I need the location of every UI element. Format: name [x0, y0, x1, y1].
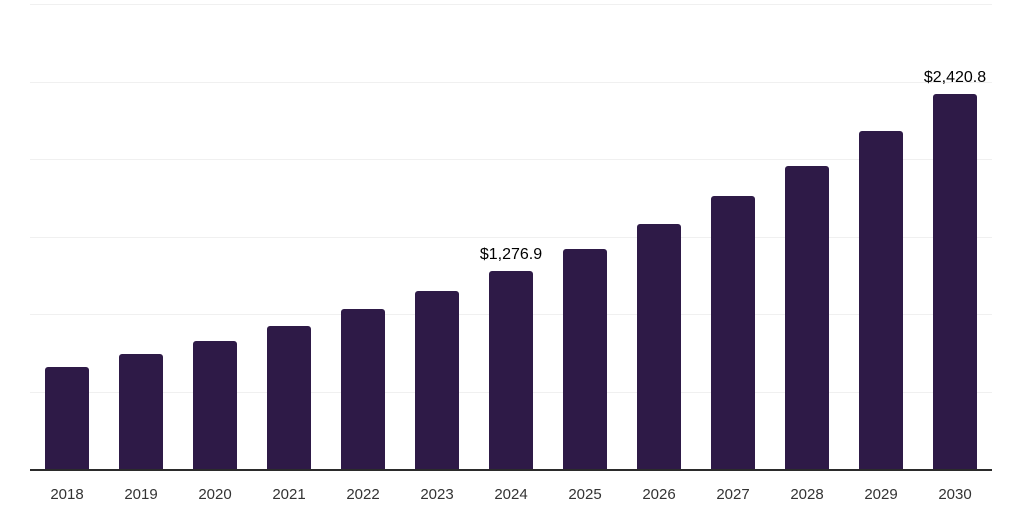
x-tick-label-2020: 2020	[198, 486, 232, 503]
gridline	[30, 159, 992, 160]
gridline	[30, 236, 992, 238]
x-tick-label-2024: 2024	[494, 486, 528, 503]
bar-2023	[415, 291, 459, 469]
bar-2024	[489, 271, 533, 469]
x-tick-label-2022: 2022	[346, 486, 380, 503]
x-tick-label-2026: 2026	[642, 486, 676, 503]
bar-2022	[341, 309, 385, 469]
x-tick-label-2025: 2025	[568, 486, 602, 503]
bar-2020	[193, 340, 237, 469]
bar-2028	[785, 165, 829, 469]
x-axis-line	[30, 469, 992, 471]
bar-2026	[637, 223, 681, 469]
x-tick-label-2027: 2027	[716, 486, 750, 503]
x-tick-label-2030: 2030	[938, 486, 972, 503]
x-tick-label-2018: 2018	[50, 486, 84, 503]
data-label-2024: $1,276.9	[479, 246, 543, 264]
gridline	[30, 4, 992, 5]
bar-2021	[267, 326, 311, 469]
bar-2029	[859, 130, 903, 469]
bar-2018	[45, 366, 89, 469]
bar-2030	[933, 93, 977, 469]
x-tick-label-2029: 2029	[864, 486, 898, 503]
bar-2025	[563, 248, 607, 469]
x-tick-label-2019: 2019	[124, 486, 158, 503]
data-label-2030: $2,420.8	[923, 68, 987, 86]
x-tick-label-2021: 2021	[272, 486, 306, 503]
x-tick-label-2028: 2028	[790, 486, 824, 503]
x-tick-label-2023: 2023	[420, 486, 454, 503]
bar-2019	[119, 353, 163, 469]
bar-2027	[711, 196, 755, 469]
gridline	[30, 81, 992, 83]
